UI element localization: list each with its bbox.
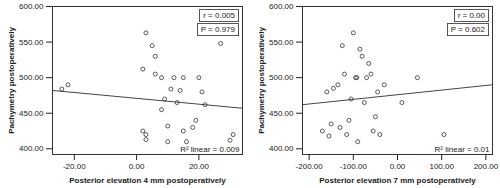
- svg-text:R² linear = 0.01: R² linear = 0.01: [435, 145, 490, 154]
- html-text:P = 0.979: P = 0.979: [200, 25, 235, 34]
- svg-text:400.00: 400.00: [19, 144, 44, 153]
- html-text:P = 0.602: P = 0.602: [450, 25, 485, 34]
- svg-text:-200.00: -200.00: [296, 162, 324, 171]
- html-text:r = 0.005: r = 0.005: [203, 11, 235, 20]
- svg-text:-100.00: -100.00: [340, 162, 368, 171]
- svg-text:200.00: 200.00: [474, 162, 499, 171]
- html-text:r = 0.00: r = 0.00: [457, 11, 485, 20]
- svg-text:Posterior elevation 7 mm posto: Posterior elevation 7 mm postoperatively: [319, 176, 476, 185]
- svg-text:0.00: 0.00: [390, 162, 406, 171]
- svg-text:450.00: 450.00: [269, 109, 294, 118]
- svg-text:100.00: 100.00: [429, 162, 454, 171]
- svg-text:400.00: 400.00: [269, 144, 294, 153]
- svg-text:600.00: 600.00: [269, 2, 294, 11]
- svg-text:20.00: 20.00: [189, 162, 210, 171]
- svg-text:0.00: 0.00: [129, 162, 145, 171]
- svg-text:Pachymetry postoperatively: Pachymetry postoperatively: [7, 27, 16, 134]
- svg-text:550.00: 550.00: [19, 38, 44, 47]
- svg-text:550.00: 550.00: [269, 38, 294, 47]
- svg-text:500.00: 500.00: [19, 73, 44, 82]
- svg-text:450.00: 450.00: [19, 109, 44, 118]
- svg-text:Pachymetry postoperatively: Pachymetry postoperatively: [257, 27, 266, 134]
- svg-text:R² linear = 0.009: R² linear = 0.009: [180, 145, 240, 154]
- svg-text:-20.00: -20.00: [63, 162, 86, 171]
- svg-text:Posterior elevation 4 mm posto: Posterior elevation 4 mm postoperatively: [69, 176, 226, 185]
- svg-text:600.00: 600.00: [19, 2, 44, 11]
- svg-text:500.00: 500.00: [269, 73, 294, 82]
